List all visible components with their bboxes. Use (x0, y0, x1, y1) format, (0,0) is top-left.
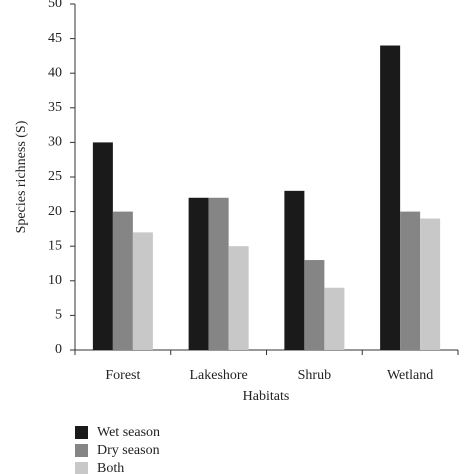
x-tick-label: Shrub (298, 368, 331, 383)
y-tick-label: 50 (48, 0, 62, 11)
legend-swatch (75, 462, 88, 474)
y-tick-label: 0 (55, 342, 62, 357)
bar (284, 190, 305, 350)
bar (400, 211, 421, 350)
y-tick-label: 15 (48, 238, 62, 253)
y-tick-label: 25 (48, 169, 62, 184)
bar (112, 211, 133, 350)
x-axis-label: Habitats (243, 389, 290, 404)
legend-label: Dry season (97, 443, 160, 458)
legend-label: Wet season (97, 425, 160, 440)
bar (380, 45, 401, 351)
y-axis-label: Species richness (S) (14, 120, 29, 233)
y-tick-label: 35 (48, 100, 62, 115)
bar (420, 218, 441, 350)
y-tick-label: 40 (48, 65, 62, 80)
x-tick-label: Wetland (387, 368, 433, 383)
x-tick-label: Forest (105, 368, 140, 383)
legend-swatch (75, 444, 88, 457)
y-tick-label: 5 (55, 308, 62, 323)
bar (324, 287, 345, 350)
bar (132, 232, 153, 350)
bar (228, 246, 249, 350)
legend-label: Both (97, 461, 124, 474)
bar (188, 197, 209, 350)
x-tick-label: Lakeshore (189, 368, 247, 383)
y-tick-label: 10 (48, 273, 62, 288)
y-tick-label: 30 (48, 135, 62, 150)
bar (304, 260, 325, 350)
y-tick-label: 20 (48, 204, 62, 219)
bar (208, 197, 229, 350)
bar (92, 142, 113, 350)
legend-swatch (75, 426, 88, 439)
y-tick-label: 45 (48, 31, 62, 46)
